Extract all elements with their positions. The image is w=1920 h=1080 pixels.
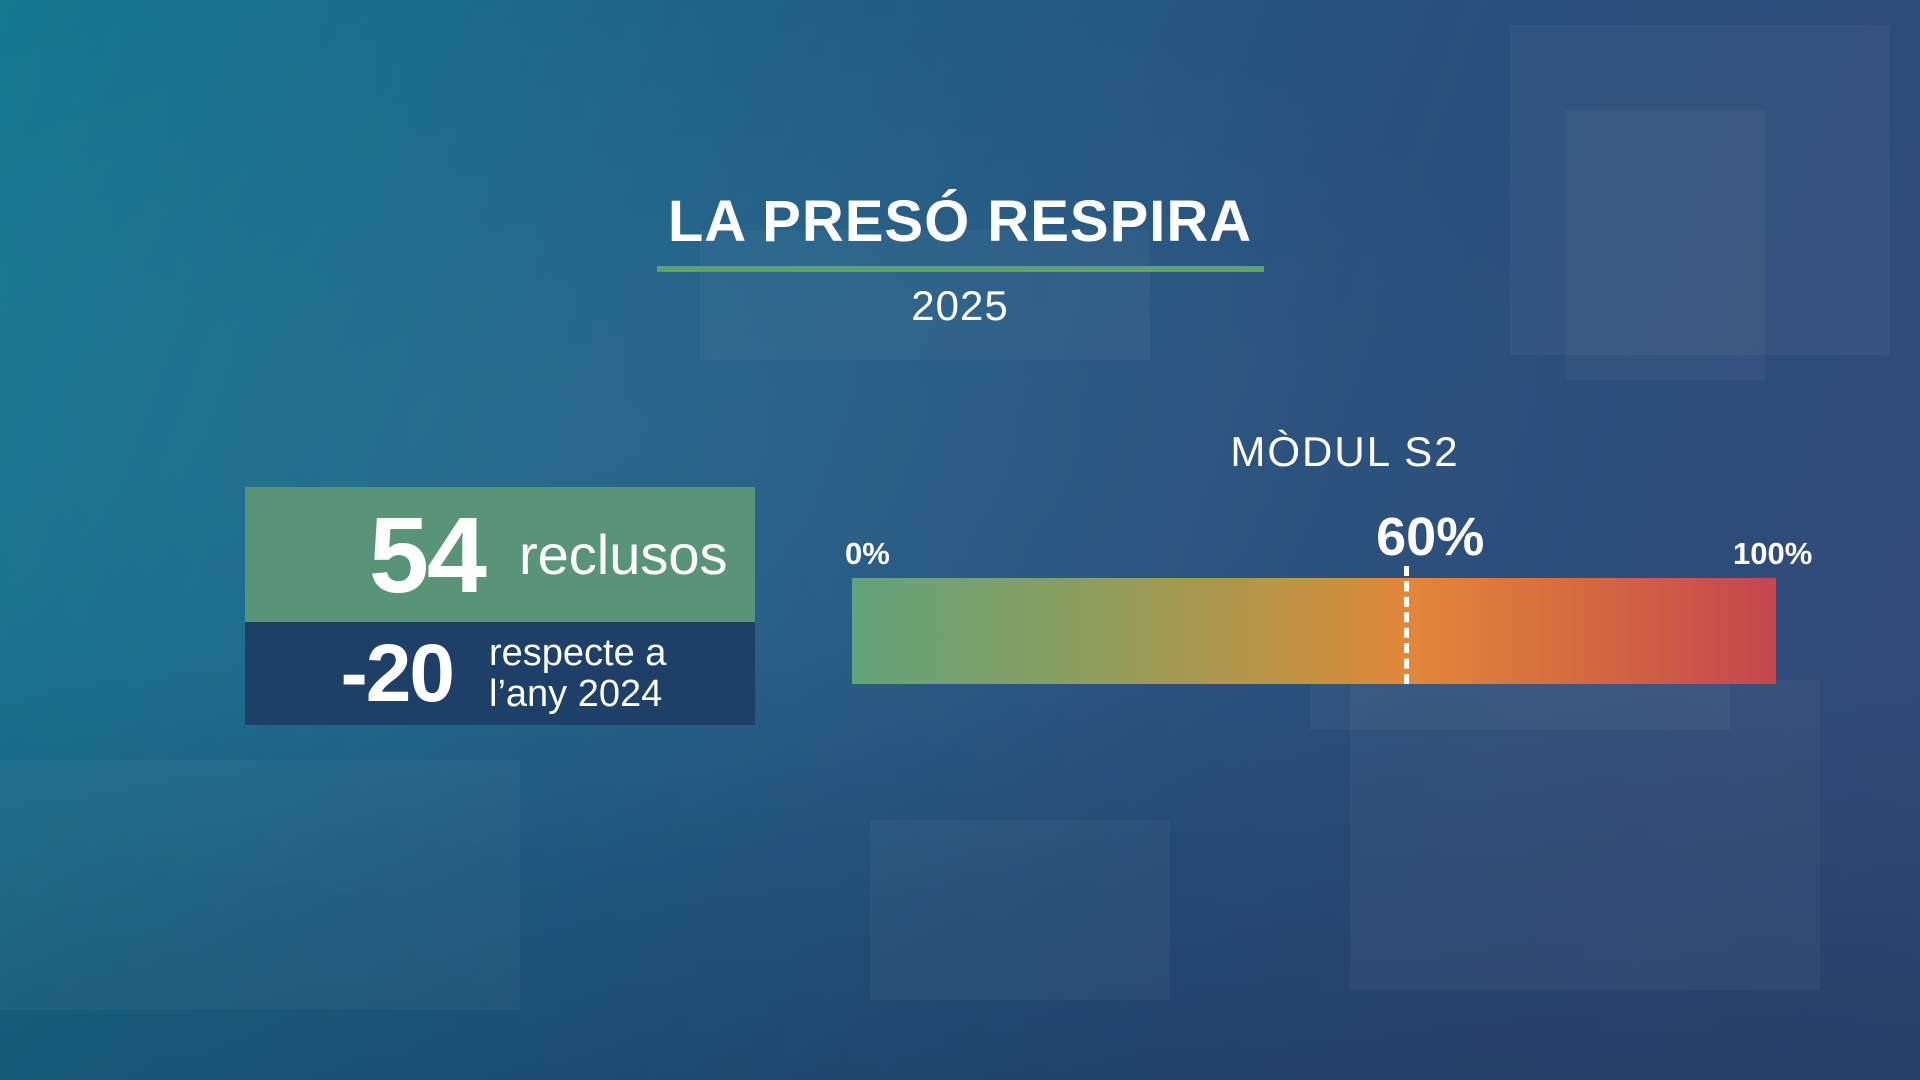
inmates-change-box: -20 respecte a l’any 2024 [245,622,755,725]
gauge-marker-line [1403,566,1409,684]
inmates-count-value: 54 [368,493,487,615]
inmates-count-box: 54 reclusos [245,487,755,622]
gauge-min-label: 0% [845,536,890,571]
page-title: LA PRESÓ RESPIRA [667,189,1253,254]
year-subtitle: 2025 [911,282,1009,329]
change-description-line-2: l’any 2024 [489,672,663,715]
occupancy-gauge-bar [852,578,1776,684]
title-underline [657,266,1264,272]
inmates-count-unit: reclusos [519,522,728,586]
module-label: MÒDUL S2 [1230,428,1460,475]
inmates-change-value: -20 [340,627,455,719]
change-description-line-1: respecte a [489,631,667,674]
gauge-marker-label: 60% [1376,507,1485,567]
gauge-max-label: 100% [1733,536,1813,571]
inmates-change-description: respecte a l’any 2024 [489,631,667,715]
